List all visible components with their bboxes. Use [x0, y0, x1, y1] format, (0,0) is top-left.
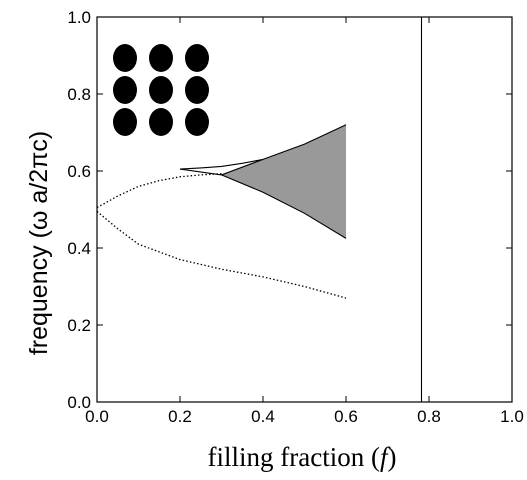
- series-line-0: [96, 173, 222, 209]
- x-axis-label-symbol: f: [380, 442, 391, 472]
- y-tick-label: 1.0: [67, 8, 91, 27]
- x-tick-label: 0.6: [334, 407, 358, 426]
- y-tick-label: 0.0: [67, 393, 91, 412]
- x-axis-label-close-paren: ): [387, 442, 396, 472]
- lattice-rod: [149, 108, 173, 136]
- inset-lattice: [113, 44, 209, 136]
- lattice-rod: [113, 44, 137, 72]
- lattice-rod: [113, 76, 137, 104]
- lattice-rod: [149, 44, 173, 72]
- y-tick-label: 0.2: [67, 316, 91, 335]
- series-line-4: [221, 174, 347, 239]
- x-tick-label: 1.0: [500, 407, 524, 426]
- lattice-rod: [149, 76, 173, 104]
- axis-ticks: 0.0 0.2 0.4 0.6 0.8 1.0 0.0 0.2 0.4 0.6 0.8 1.0: [67, 8, 523, 426]
- x-axis-label-text: filling fraction: [208, 442, 365, 472]
- lattice-rod: [113, 108, 137, 136]
- x-tick-label: 0.8: [417, 407, 441, 426]
- lattice-rod: [185, 108, 209, 136]
- bandgap-region: [221, 124, 346, 239]
- series-layer: [96, 17, 423, 402]
- series-line-3: [179, 158, 264, 170]
- series-line-1: [96, 210, 347, 299]
- x-axis-label-open-paren: (: [364, 442, 380, 472]
- x-tick-label: 0.2: [168, 407, 192, 426]
- y-tick-label: 0.8: [67, 85, 91, 104]
- x-tick-label: 0.0: [85, 407, 109, 426]
- x-tick-label: 0.4: [251, 407, 275, 426]
- y-tick-label: 0.4: [67, 239, 91, 258]
- x-axis-label: filling fraction (f): [208, 442, 397, 472]
- bandgap-layer: [221, 124, 346, 239]
- lattice-rod: [185, 76, 209, 104]
- plot-frame: [96, 16, 513, 403]
- lattice-rod: [185, 44, 209, 72]
- y-tick-label: 0.6: [67, 162, 91, 181]
- y-axis-label: frequency (ω a/2πc): [25, 131, 53, 355]
